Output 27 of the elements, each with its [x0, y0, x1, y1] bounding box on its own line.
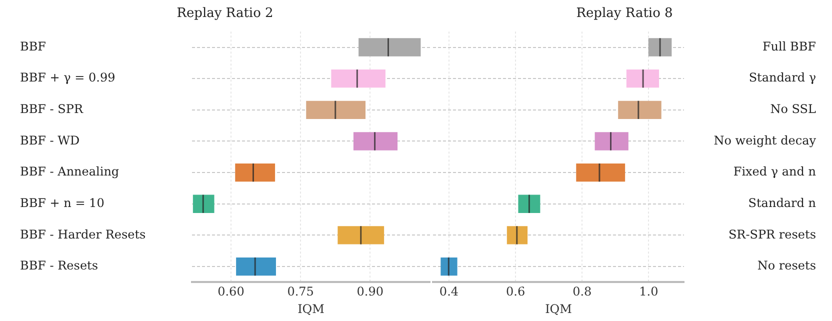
x-tick-label: 0.75 — [287, 284, 314, 299]
y-tick-label: BBF - Annealing — [20, 164, 120, 179]
y-tick-label: Fixed γ and n — [733, 164, 816, 179]
x-tick-label: 0.8 — [572, 284, 592, 299]
y-tick-label: BBF - SPR — [20, 102, 84, 116]
chart-title: Replay Ratio 2 — [176, 6, 274, 22]
y-tick-label: No weight decay — [714, 133, 816, 148]
x-tick-label: 0.60 — [218, 284, 244, 299]
y-tick-label: No resets — [757, 258, 816, 273]
x-axis-title: IQM — [545, 302, 572, 316]
y-tick-label: Standard γ — [748, 70, 816, 85]
y-tick-label: BBF - Harder Resets — [20, 227, 146, 242]
y-tick-label: BBF — [20, 39, 46, 54]
x-tick-label: 0.6 — [506, 284, 526, 299]
y-tick-label: SR-SPR resets — [728, 227, 816, 242]
y-tick-label: Standard n — [748, 196, 816, 210]
x-tick-label: 0.90 — [356, 284, 384, 299]
y-tick-label: No SSL — [770, 102, 816, 116]
y-tick-label: BBF + γ = 0.99 — [20, 70, 116, 85]
x-tick-label: 0.4 — [439, 284, 459, 299]
y-tick-label: BBF - WD — [20, 133, 80, 148]
y-tick-label: BBF - Resets — [20, 258, 98, 273]
chart-title: Replay Ratio 8 — [576, 6, 673, 22]
x-axis-title: IQM — [298, 302, 324, 316]
x-tick-label: 1.0 — [639, 284, 658, 299]
y-tick-label: Full BBF — [762, 39, 816, 54]
y-tick-label: BBF + n = 10 — [20, 196, 104, 210]
